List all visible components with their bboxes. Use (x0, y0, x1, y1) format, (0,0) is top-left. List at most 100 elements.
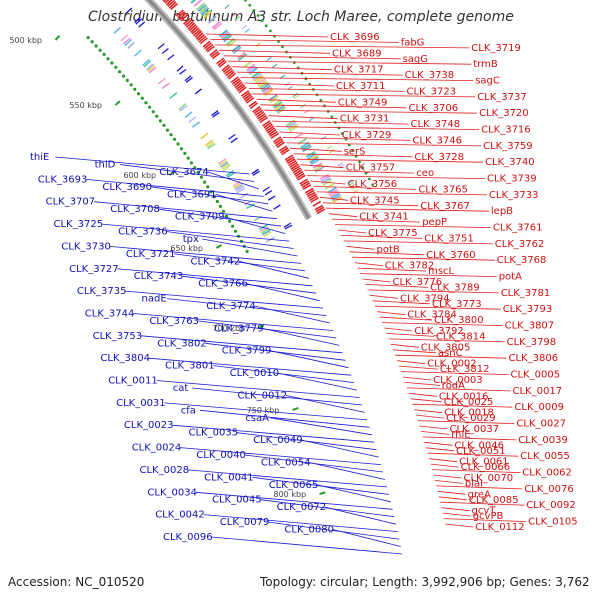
label-leader-line (412, 403, 513, 408)
forward-gene-label: pepP (422, 217, 447, 228)
cog-block-outer (264, 88, 274, 97)
forward-gene-label: CLK_3728 (414, 152, 464, 163)
gc-track-dot (172, 137, 177, 141)
cog-block-inner (262, 229, 271, 236)
cog-block-far (255, 42, 261, 47)
label-leader-line (377, 311, 406, 316)
cog-block-outer (238, 53, 248, 61)
gc-track-dot (144, 101, 148, 105)
label-leader-line (372, 300, 431, 305)
gc-track-dot (196, 170, 200, 174)
gc-track-dot (94, 44, 98, 48)
forward-gene-label: CLK_3751 (424, 233, 474, 244)
cog-block-far (308, 116, 315, 122)
label-leader-line (260, 499, 395, 518)
cog-block-outer (330, 192, 341, 200)
gc-track-dot (169, 133, 173, 137)
label-leader-line (343, 240, 493, 245)
label-leader-line (433, 474, 462, 479)
label-leader-line (270, 350, 349, 369)
reverse-gene-label: CLK_3730 (61, 241, 111, 252)
gc-track-dot (114, 65, 118, 69)
cog-block-inner (188, 116, 197, 124)
gc-track-dot (330, 115, 334, 119)
cog-block-outer (252, 72, 262, 81)
label-leader-line (268, 521, 400, 540)
forward-gene-label: CLK_0062 (522, 468, 572, 479)
cog-block-outer (190, 0, 197, 4)
reverse-gene-mark (264, 190, 273, 196)
label-leader-line (346, 245, 375, 250)
reverse-gene-mark (135, 18, 143, 25)
label-leader-line (262, 328, 340, 346)
label-leader-line (365, 284, 429, 288)
cog-block-inner (222, 164, 231, 172)
label-leader-line (414, 409, 443, 414)
forward-gene-label: CLK_3745 (350, 195, 400, 206)
gc-track-dot (206, 185, 210, 189)
forward-gene-mark (165, 0, 173, 6)
forward-gene-label: CLK_3737 (477, 92, 527, 103)
gc-track-dot (371, 183, 374, 187)
cog-block-inner (253, 215, 263, 222)
cog-block-inner (246, 203, 256, 209)
label-leader-line (436, 485, 523, 490)
label-leader-line (326, 207, 489, 212)
forward-gene-mark (285, 156, 295, 163)
forward-gene-label: CLK_3768 (497, 255, 547, 266)
forward-gene-label: CLK_0112 (475, 522, 525, 533)
reverse-gene-label: CLK_3693 (38, 174, 88, 185)
cog-block-outer (301, 143, 311, 151)
forward-gene-mark (299, 178, 308, 185)
scale-ticks: 500 kbp 550 kbp 600 kbp 650 kbp 700 kbp 750 k… (9, 35, 326, 499)
cog-block-outer (199, 5, 208, 14)
forward-gene-label: CLK_3733 (489, 190, 539, 201)
reverse-gene-label: CLK_3766 (198, 279, 248, 290)
gc-track-dot (86, 36, 90, 40)
gc-track-dot (189, 161, 194, 165)
cog-block-inner (218, 159, 228, 167)
forward-gene-mark (252, 105, 261, 113)
reverse-gene-mark (179, 68, 187, 75)
forward-gene-label: CLK_3806 (509, 353, 559, 364)
reverse-gene-label: CLK_0045 (212, 495, 262, 506)
cog-block-inner (234, 183, 244, 190)
cog-block-far (352, 189, 359, 194)
forward-gene-label: CLK_3794 (400, 293, 450, 304)
label-leader-line (351, 256, 495, 261)
cog-block-inner (225, 169, 235, 177)
reverse-gene-mark (230, 137, 238, 144)
cog-block-outer (243, 60, 253, 68)
label-leader-line (238, 260, 309, 279)
cog-block-inner (220, 161, 229, 168)
cog-block-outer (329, 190, 339, 198)
reverse-gene-label: CLK_0023 (124, 420, 174, 431)
cog-block-far (349, 183, 356, 188)
forward-gene-label: CLK_3720 (479, 108, 529, 119)
gc-track-dot (162, 123, 166, 127)
cog-block-outer (231, 44, 241, 53)
forward-gene-label: CLK_3805 (421, 342, 471, 353)
scale-tick-mark (258, 324, 265, 329)
cog-block-far (347, 179, 354, 184)
forward-gene-mark (304, 187, 314, 194)
forward-gene-label: CLK_0029 (446, 413, 496, 424)
forward-gene-mark (275, 139, 284, 147)
cog-block-inner (124, 38, 133, 47)
gc-track-dot (252, 9, 256, 12)
label-leader-line (417, 420, 515, 424)
label-leader-line (187, 469, 388, 488)
forward-gene-mark (243, 93, 252, 101)
forward-gene-label: CLK_3756 (348, 179, 398, 190)
reverse-gene-label: CLK_3742 (191, 256, 241, 267)
forward-gene-label: CLK_0017 (513, 386, 563, 397)
reverse-gene-label: CLK_0024 (132, 443, 182, 454)
reverse-gene-mark (251, 168, 259, 175)
reverse-gene-label: CLK_0049 (253, 435, 303, 446)
gc-track-dot (351, 149, 355, 152)
label-leader-line (319, 196, 349, 201)
cog-block-inner (221, 163, 230, 170)
label-leader-line (172, 424, 375, 443)
forward-gene-mark (240, 90, 250, 97)
cog-block-outer (313, 163, 324, 171)
